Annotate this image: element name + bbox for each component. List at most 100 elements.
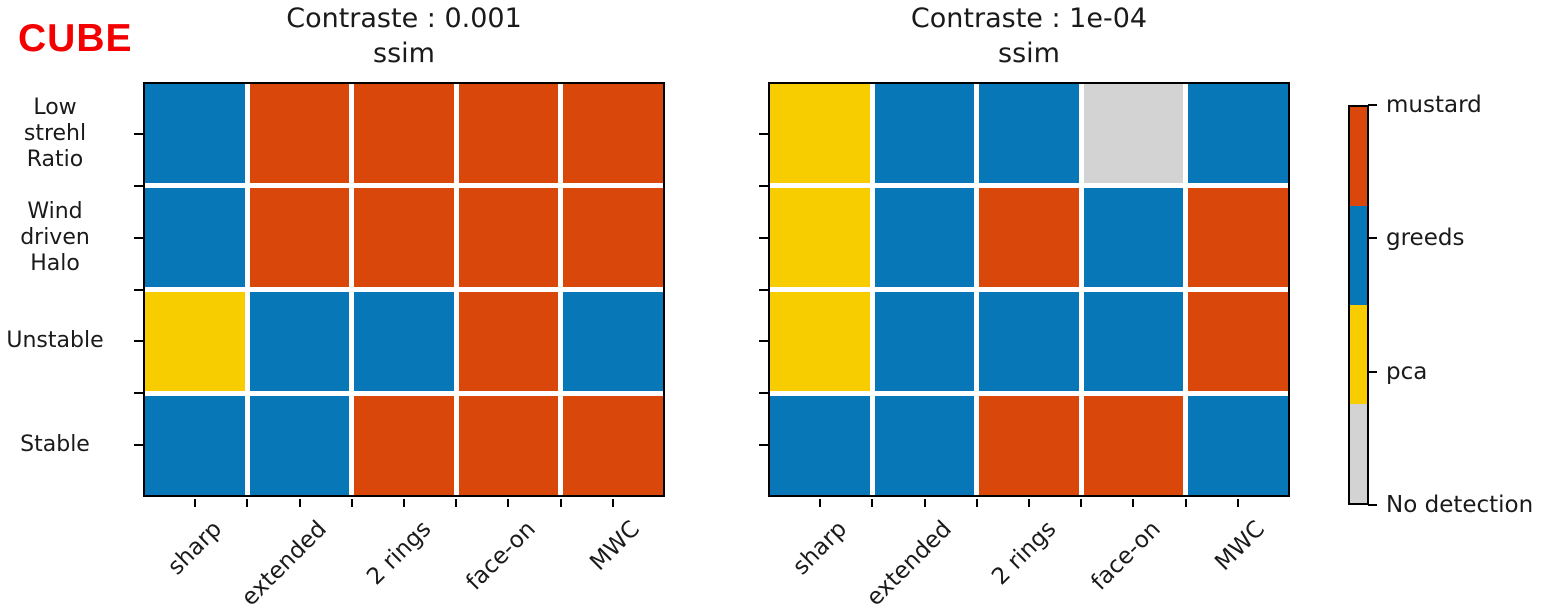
x-axis-tick — [1236, 499, 1239, 507]
x-tick-label-face-on: face-on — [461, 516, 541, 596]
heatmap-cell-greeds — [145, 396, 245, 495]
x-axis-tick — [1132, 499, 1135, 507]
heatmap-grid — [143, 82, 665, 497]
y-axis-tick — [134, 444, 143, 447]
y-axis-tick — [759, 132, 768, 135]
y-axis-tick — [759, 236, 768, 239]
figure-label: CUBE — [18, 17, 133, 60]
heatmap-cell-mustard — [563, 396, 663, 495]
heatmap-cell-mustard — [458, 84, 559, 183]
heatmap-cell-greeds — [1188, 396, 1288, 495]
x-tick-label-mwc: MWC — [1210, 516, 1271, 576]
x-axis-tick — [1184, 499, 1187, 507]
heatmap-cell-greeds — [145, 84, 245, 183]
x-axis-tick — [611, 499, 614, 507]
heatmap-cell-mustard — [458, 396, 559, 495]
heatmap-cell-mustard — [563, 188, 663, 287]
heatmap-cell-greeds — [874, 396, 975, 495]
heatmap-cell-mustard — [354, 396, 454, 495]
heatmap-cell-mustard — [354, 188, 454, 287]
y-axis-tick — [134, 184, 143, 187]
x-axis-tick — [1028, 499, 1030, 507]
heatmap-cell-greeds — [874, 292, 975, 391]
x-axis-tick — [975, 499, 978, 507]
y-tick-label-line: Stable — [20, 432, 90, 458]
heatmap-cell-greeds — [249, 396, 350, 495]
colorbar-tick — [1368, 104, 1377, 106]
x-tick-label-extended: extended — [861, 516, 957, 612]
panel-title: Contraste : 1e-04 — [910, 3, 1148, 34]
heatmap-cell-greeds — [770, 396, 870, 495]
y-tick-label-line: Low — [33, 94, 77, 120]
x-axis-tick — [403, 499, 405, 507]
y-axis-tick — [134, 392, 143, 395]
panel-subtitle: ssim — [998, 38, 1060, 69]
colorbar-segment-pca — [1350, 305, 1367, 404]
x-axis-tick — [819, 499, 822, 507]
y-tick-label-line: driven — [20, 224, 90, 250]
x-axis-tick — [246, 499, 249, 507]
legend-label-greeds: greeds — [1386, 225, 1465, 252]
heatmap-cell-mustard — [979, 396, 1079, 495]
colorbar-tick — [1368, 237, 1377, 240]
y-tick-label-line: Halo — [30, 250, 80, 276]
x-tick-label-sharp: sharp — [163, 516, 228, 581]
heatmap-cell-pca — [770, 84, 870, 183]
legend-label-mustard: mustard — [1386, 92, 1482, 118]
heatmap-cell-mustard — [1188, 292, 1288, 391]
x-axis-tick — [507, 499, 510, 507]
heatmap-cell-greeds — [563, 292, 663, 391]
x-axis-tick — [871, 499, 874, 507]
heatmap-cell-mustard — [354, 84, 454, 183]
x-tick-label-extended: extended — [236, 516, 332, 612]
x-axis-tick — [194, 499, 197, 507]
heatmap-cell-greeds — [979, 84, 1079, 183]
heatmap-cell-greeds — [874, 84, 975, 183]
colorbar-tick — [1368, 504, 1377, 506]
heatmap-cell-mustard — [1188, 188, 1288, 287]
heatmap-cell-greeds — [249, 292, 350, 391]
y-tick-label-wind-driven-halo: Wind driven Halo — [0, 199, 120, 277]
heatmap-cell-no_detection — [1083, 84, 1184, 183]
legend-label-pca: pca — [1386, 358, 1428, 385]
x-axis-tick — [455, 499, 458, 507]
heatmap-cell-greeds — [145, 188, 245, 287]
heatmap-cell-mustard — [249, 188, 350, 287]
legend-colorbar — [1348, 105, 1369, 505]
heatmap-panel-contrast-0001: Contraste : 0.001 ssim sharp extended 2 ri… — [6, 0, 665, 616]
x-tick-label-mwc: MWC — [585, 516, 646, 576]
heatmap-cell-mustard — [249, 84, 350, 183]
x-axis-tick — [1080, 499, 1083, 507]
heatmap-cell-pca — [770, 188, 870, 287]
y-axis-tick — [759, 288, 768, 291]
colorbar-tick — [1368, 370, 1377, 373]
y-tick-label-stable: Stable — [0, 432, 120, 458]
y-tick-label-unstable: Unstable — [0, 328, 120, 354]
panel-subtitle: ssim — [373, 38, 435, 69]
x-tick-label-2-rings: 2 rings — [987, 516, 1062, 591]
heatmap-cell-pca — [770, 292, 870, 391]
x-tick-label-face-on: face-on — [1086, 516, 1166, 596]
y-axis-tick — [134, 340, 143, 343]
colorbar-segment-mustard — [1350, 107, 1367, 206]
y-axis-tick — [759, 340, 768, 343]
y-tick-label-line: Wind — [27, 198, 83, 224]
y-tick-label-line: strehl — [23, 120, 87, 146]
heatmap-panel-contrast-1e04: Contraste : 1e-04 ssim sharp extended 2 ri… — [759, 0, 1290, 616]
heatmap-grid — [768, 82, 1290, 497]
y-axis-tick — [759, 392, 768, 395]
y-axis-tick — [759, 444, 768, 447]
y-axis-tick — [134, 132, 143, 135]
y-axis-tick — [134, 236, 143, 239]
colorbar-segment-no_detection — [1350, 404, 1367, 503]
heatmap-cell-mustard — [1083, 396, 1184, 495]
heatmap-cell-mustard — [563, 84, 663, 183]
legend-label-no_detection: No detection — [1386, 492, 1534, 518]
x-axis-tick — [298, 499, 301, 507]
heatmap-cell-mustard — [458, 292, 559, 391]
x-tick-label-2-rings: 2 rings — [362, 516, 437, 591]
heatmap-cell-pca — [145, 292, 245, 391]
heatmap-cell-greeds — [1083, 292, 1184, 391]
heatmap-cell-mustard — [458, 188, 559, 287]
